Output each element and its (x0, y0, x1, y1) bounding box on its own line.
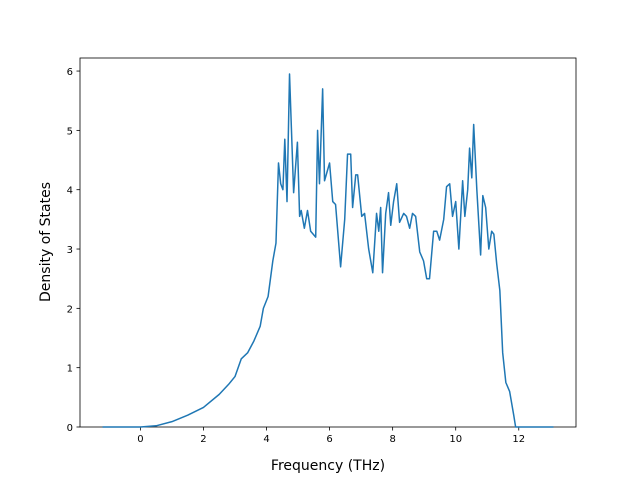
y-tick-label: 5 (67, 126, 73, 137)
y-tick-label: 0 (67, 423, 73, 434)
x-tick-label: 2 (200, 434, 206, 445)
y-tick-label: 6 (67, 67, 73, 78)
x-tick-label: 4 (263, 434, 269, 445)
x-tick-label: 10 (449, 434, 462, 445)
x-axis-label: Frequency (THz) (271, 458, 385, 474)
x-tick-label: 8 (389, 434, 395, 445)
axes-frame (79, 57, 577, 428)
y-tick-label: 2 (67, 304, 73, 315)
x-tick-label: 0 (137, 434, 143, 445)
y-tick-label: 4 (67, 186, 73, 197)
y-axis-label: Density of States (38, 182, 54, 302)
dos-line (102, 73, 554, 428)
x-tick-label: 12 (512, 434, 525, 445)
y-tick-label: 3 (67, 245, 73, 256)
y-tick-label: 1 (67, 364, 73, 375)
x-tick-label: 6 (326, 434, 332, 445)
